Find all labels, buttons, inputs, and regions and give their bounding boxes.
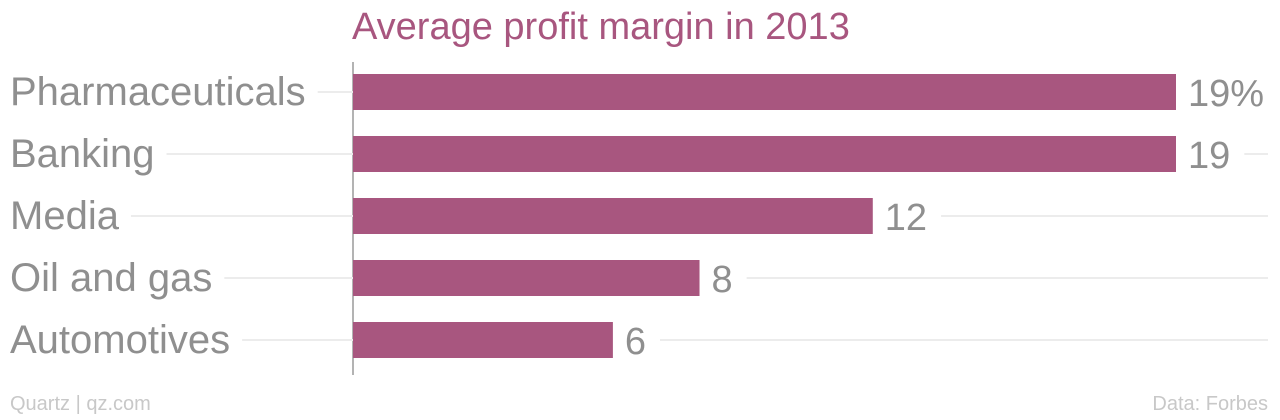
data-label: 19% [1188,73,1264,115]
labels: Pharmaceuticals 19% Banking 19 Media 12 Oil an… [10,70,1264,363]
bar [353,74,1176,110]
gridlines [130,62,1268,375]
bar [353,260,700,296]
bar [353,198,873,234]
bar [353,136,1176,172]
category-label: Media [10,194,120,238]
data-label: 19 [1188,135,1230,177]
category-label: Automotives [10,318,230,362]
category-label: Oil and gas [10,256,212,300]
bar [353,322,613,358]
data-label: 12 [885,197,927,239]
chart-title: Average profit margin in 2013 [352,6,850,48]
source-credit: Quartz | qz.com [10,393,151,415]
bars [353,74,1176,358]
category-label: Pharmaceuticals [10,70,306,114]
category-label: Banking [10,132,155,176]
data-label: 8 [712,259,733,301]
data-source: Data: Forbes [1152,393,1268,415]
data-label: 6 [625,321,646,363]
